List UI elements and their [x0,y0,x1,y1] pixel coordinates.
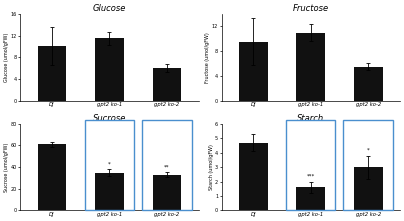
Y-axis label: Fructose (umol/gFW): Fructose (umol/gFW) [206,32,210,83]
Text: ***: *** [307,174,315,179]
Bar [38,46,66,101]
Bar [239,42,267,101]
Bar [38,144,66,210]
Bar [354,67,383,101]
Bar [153,68,181,101]
Bar [95,38,124,101]
Bar [95,173,124,210]
Y-axis label: Glucose (umol/gFW): Glucose (umol/gFW) [4,33,9,82]
Text: **: ** [164,164,170,169]
Text: *: * [367,148,370,153]
Bar [296,32,325,101]
Bar [239,143,267,210]
Bar [286,120,335,210]
Text: *: * [108,162,111,167]
Bar [85,120,134,210]
Bar [296,187,325,210]
Title: Sucrose: Sucrose [93,114,126,123]
Title: Fructose: Fructose [292,4,329,13]
Title: Glucose: Glucose [93,4,126,13]
Y-axis label: Starch (umol/gFW): Starch (umol/gFW) [208,144,214,190]
Bar [343,120,393,210]
Bar [153,175,181,210]
Bar [142,120,191,210]
Title: Starch: Starch [297,114,324,123]
Y-axis label: Sucrose (umol/gFW): Sucrose (umol/gFW) [4,142,9,192]
Bar [354,167,383,210]
